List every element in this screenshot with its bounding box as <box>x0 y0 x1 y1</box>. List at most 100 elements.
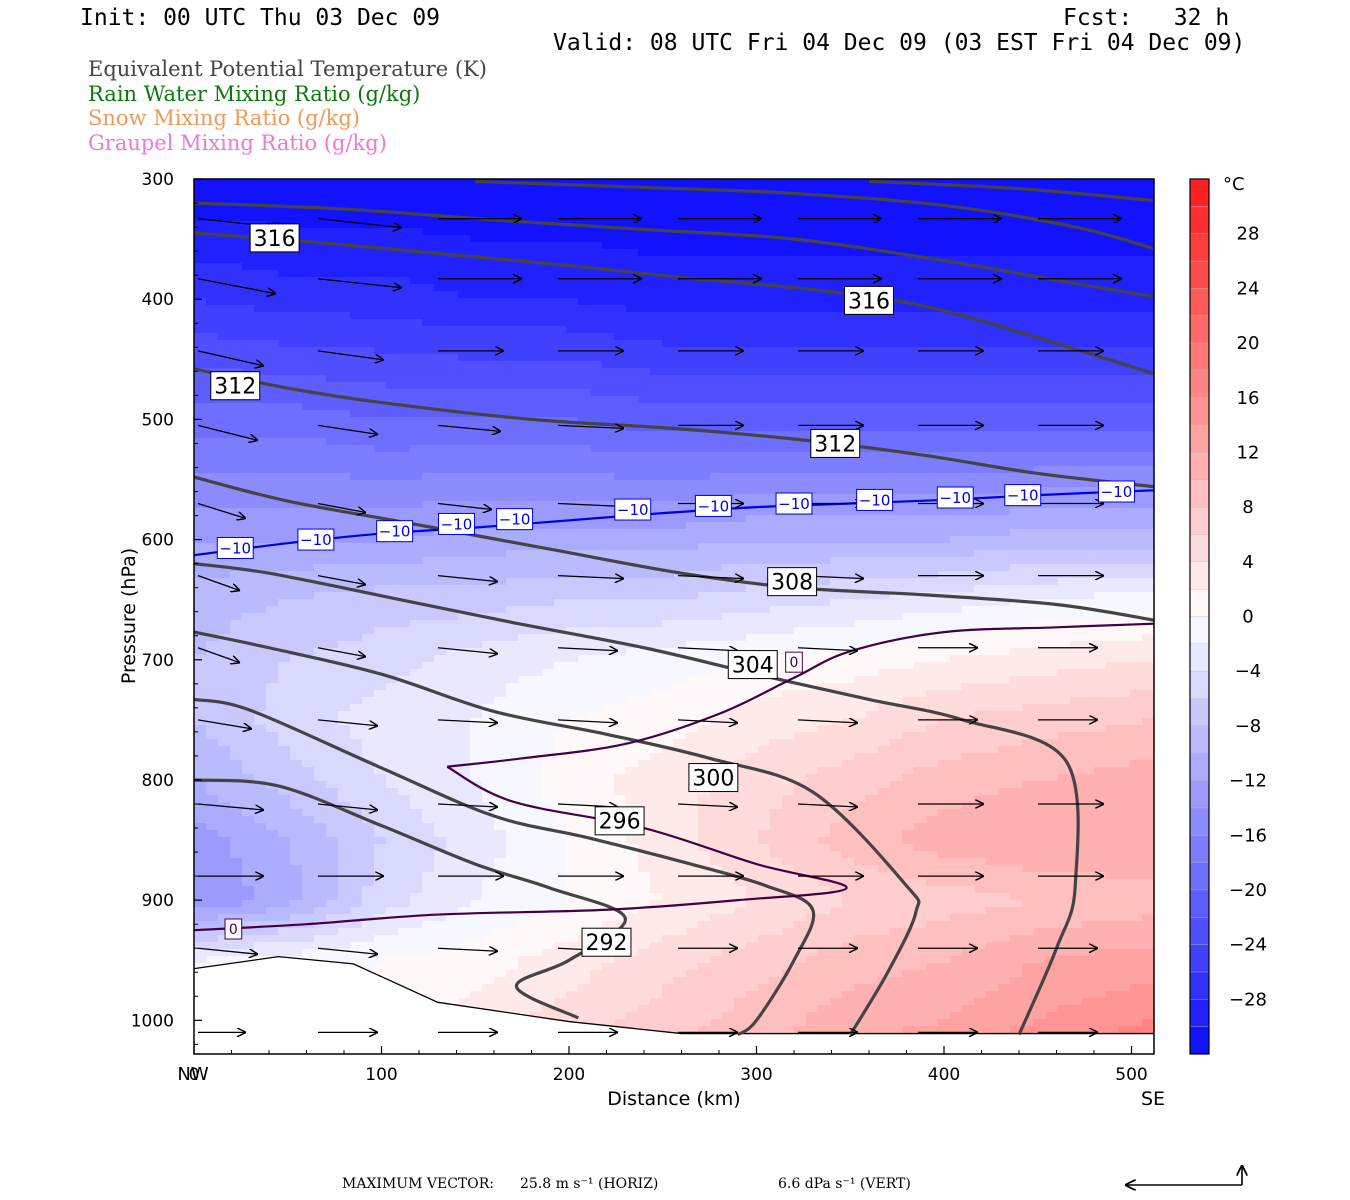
temperature-cell <box>566 473 579 481</box>
temperature-cell <box>962 403 975 411</box>
temperature-cell <box>422 508 435 516</box>
temperature-cell <box>662 214 675 222</box>
temperature-cell <box>734 571 747 579</box>
temperature-cell <box>974 557 987 565</box>
temperature-cell <box>1046 333 1059 341</box>
temperature-cell <box>1070 277 1083 285</box>
temperature-cell <box>542 501 555 509</box>
temperature-cell <box>194 585 207 593</box>
temperature-cell <box>962 445 975 453</box>
temperature-cell <box>1058 417 1071 425</box>
temperature-cell <box>638 291 651 299</box>
temperature-cell <box>494 410 507 418</box>
temperature-cell <box>290 200 303 208</box>
temperature-cell <box>566 179 579 187</box>
temperature-cell <box>1034 361 1047 369</box>
temperature-cell <box>986 452 999 460</box>
temperature-cell <box>662 592 675 600</box>
temperature-cell <box>650 557 663 565</box>
temperature-cell <box>410 347 423 355</box>
temperature-cell <box>866 186 879 194</box>
temperature-cell <box>398 410 411 418</box>
temperature-cell <box>1094 333 1107 341</box>
temperature-cell <box>1130 333 1143 341</box>
temperature-cell <box>506 284 519 292</box>
temperature-cell <box>1058 508 1071 516</box>
temperature-cell <box>194 284 207 292</box>
temperature-cell <box>398 494 411 502</box>
temperature-cell <box>926 599 939 607</box>
temperature-cell <box>854 571 867 579</box>
temperature-cell <box>194 452 207 460</box>
temperature-cell <box>806 270 819 278</box>
temperature-cell <box>782 459 795 467</box>
temperature-cell <box>1070 221 1083 229</box>
temperature-cell <box>962 242 975 250</box>
temperature-cell <box>1106 403 1119 411</box>
temperature-cell <box>458 592 471 600</box>
temperature-cell <box>638 543 651 551</box>
temperature-cell <box>326 319 339 327</box>
temperature-cell <box>1118 291 1131 299</box>
temperature-cell <box>986 284 999 292</box>
temperature-cell <box>842 529 855 537</box>
temperature-cell <box>674 305 687 313</box>
temperature-cell <box>1034 179 1047 187</box>
temperature-cell <box>326 361 339 369</box>
temperature-cell <box>518 319 531 327</box>
temperature-cell <box>290 585 303 593</box>
temperature-cell <box>1094 221 1107 229</box>
temperature-cell <box>1118 368 1131 376</box>
temperature-cell <box>674 368 687 376</box>
temperature-cell <box>734 536 747 544</box>
temperature-cell <box>986 487 999 495</box>
temperature-cell <box>686 501 699 509</box>
temperature-cell <box>518 466 531 474</box>
temperature-cell <box>1142 382 1154 390</box>
temperature-cell <box>554 186 567 194</box>
temperature-cell <box>494 200 507 208</box>
temperature-cell <box>746 599 759 607</box>
temperature-cell <box>602 522 615 530</box>
temperature-cell <box>950 256 963 264</box>
temperature-cell <box>1010 459 1023 467</box>
temperature-cell <box>986 347 999 355</box>
temperature-cell <box>878 340 891 348</box>
temperature-cell <box>1010 200 1023 208</box>
temperature-cell <box>758 263 771 271</box>
temperature-cell <box>266 515 279 523</box>
temperature-cell <box>530 585 543 593</box>
temperature-cell <box>1130 207 1143 215</box>
temperature-cell <box>314 396 327 404</box>
temperature-cell <box>1010 347 1023 355</box>
temperature-cell <box>374 249 387 257</box>
temperature-cell <box>626 347 639 355</box>
temperature-cell <box>422 557 435 565</box>
temperature-cell <box>398 277 411 285</box>
temperature-cell <box>398 396 411 404</box>
temperature-cell <box>1070 186 1083 194</box>
temperature-cell <box>926 291 939 299</box>
temperature-cell <box>602 242 615 250</box>
temperature-cell <box>314 424 327 432</box>
temperature-cell <box>914 480 927 488</box>
temperature-cell <box>794 438 807 446</box>
temperature-cell <box>242 326 255 334</box>
temperature-cell <box>266 305 279 313</box>
temperature-cell <box>614 221 627 229</box>
temperature-cell <box>890 417 903 425</box>
temperature-cell <box>302 522 315 530</box>
temperature-cell <box>1010 228 1023 236</box>
temperature-cell <box>638 585 651 593</box>
temperature-cell <box>398 599 411 607</box>
temperature-cell <box>278 417 291 425</box>
temperature-cell <box>458 354 471 362</box>
temperature-cell <box>686 438 699 446</box>
temperature-cell <box>1094 207 1107 215</box>
temperature-cell <box>314 501 327 509</box>
temperature-cell <box>914 193 927 201</box>
temperature-cell <box>566 186 579 194</box>
temperature-cell <box>710 228 723 236</box>
temperature-cell <box>566 522 579 530</box>
temperature-cell <box>350 571 363 579</box>
